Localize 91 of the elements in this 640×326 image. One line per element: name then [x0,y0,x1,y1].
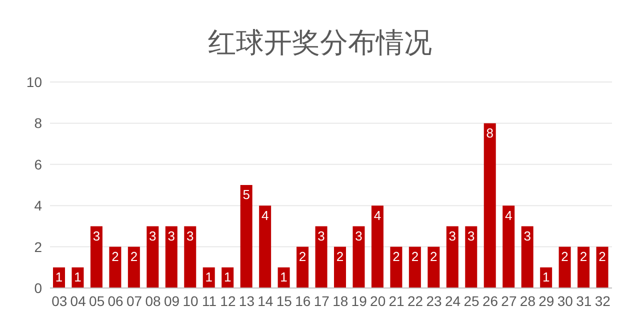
x-tick-label: 30 [557,292,574,309]
bar [146,226,159,288]
x-tick-label: 26 [482,292,498,309]
data-label: 3 [524,228,531,244]
data-label: 3 [468,228,475,244]
bar [165,226,178,288]
y-tick-label: 10 [26,74,42,90]
x-tick-label: 15 [276,292,292,309]
data-label: 3 [92,228,100,244]
bar [240,185,252,288]
data-label: 4 [261,208,269,223]
bar [521,226,534,288]
x-tick-label: 28 [520,292,536,309]
x-tick-label: 20 [370,292,386,309]
y-tick-label: 8 [34,115,42,132]
x-tick-label: 06 [108,292,124,309]
data-label: 1 [55,270,63,285]
x-tick-label: 14 [258,292,274,309]
x-tick-label: 22 [408,292,424,309]
bar [371,206,384,288]
bar [484,123,496,288]
x-tick-label: 16 [295,292,311,309]
x-tick-label: 21 [388,292,405,309]
data-label: 2 [430,249,438,264]
bar [428,246,440,288]
chart-title: 红球开奖分布情况 [207,26,433,60]
x-tick-label: 18 [332,292,348,309]
bar [578,246,590,288]
data-label: 3 [448,228,456,244]
data-label: 1 [224,270,232,285]
data-label: 3 [355,228,362,244]
data-label: 2 [336,249,344,264]
x-tick-label: 27 [501,292,517,309]
data-label: 1 [205,270,212,285]
x-tick-label: 08 [145,292,162,309]
bar [184,226,196,288]
data-label: 4 [504,208,512,223]
x-tick-label: 25 [464,292,480,309]
x-tick-label: 10 [182,292,198,309]
x-tick-label: 05 [89,292,105,309]
y-tick-label: 6 [34,156,42,172]
data-label: 4 [374,208,382,223]
data-label: 2 [561,249,568,264]
x-tick-label: 04 [70,292,86,309]
data-label: 2 [298,249,306,264]
data-label: 3 [149,228,156,244]
data-label: 2 [580,249,588,264]
y-tick-label: 2 [34,238,42,255]
bar [259,206,272,288]
y-tick-label: 4 [34,198,42,214]
x-tick-label: 03 [52,292,68,309]
x-tick-label: 11 [202,292,217,309]
bar [352,226,365,288]
data-label: 2 [130,249,138,264]
bar [596,246,608,288]
bar [502,206,515,288]
x-tick-label: 07 [126,292,142,309]
data-label: 5 [242,187,250,202]
data-label: 2 [411,249,419,264]
x-tick-label: 19 [351,292,368,309]
x-tick-label: 29 [538,292,554,309]
y-tick-label: 0 [34,280,42,296]
bar [315,226,328,288]
bar [558,246,571,288]
data-label: 1 [74,270,82,285]
bar [109,246,122,288]
bar [408,246,421,288]
data-label: 8 [486,125,494,140]
bar [390,246,402,288]
data-label: 2 [392,249,400,264]
bar [296,246,309,288]
bar [128,246,140,288]
bar [465,226,478,288]
bar [446,226,458,288]
data-label: 3 [318,228,325,244]
data-label: 1 [542,270,550,285]
x-tick-label: 23 [426,292,442,309]
bar [90,226,102,288]
x-tick-label: 31 [576,292,592,309]
x-tick-label: 13 [238,292,255,309]
data-label: 1 [280,270,288,285]
x-tick-label: 12 [220,292,236,309]
x-tick-label: 17 [314,292,330,309]
data-label: 3 [186,228,194,244]
x-tick-label: 24 [444,292,461,309]
bar [334,246,346,288]
data-label: 2 [598,249,606,264]
x-tick-label: 32 [594,292,611,309]
data-label: 3 [168,228,176,244]
x-tick-label: 09 [164,292,180,309]
data-label: 2 [112,249,119,264]
